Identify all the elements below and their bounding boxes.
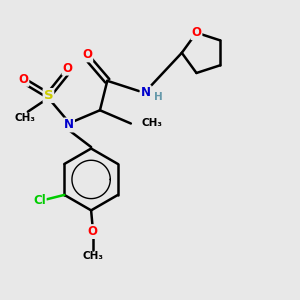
Text: N: N <box>64 118 74 131</box>
Text: H: H <box>154 92 162 102</box>
Text: O: O <box>191 26 201 39</box>
Text: O: O <box>63 61 73 75</box>
Text: N: N <box>141 86 151 99</box>
Text: O: O <box>88 225 98 238</box>
Text: O: O <box>18 73 28 86</box>
Text: CH₃: CH₃ <box>82 251 103 261</box>
Text: Cl: Cl <box>33 194 46 207</box>
Text: CH₃: CH₃ <box>14 112 35 123</box>
Text: O: O <box>82 48 92 62</box>
Text: S: S <box>44 89 53 102</box>
Text: CH₃: CH₃ <box>141 118 162 128</box>
